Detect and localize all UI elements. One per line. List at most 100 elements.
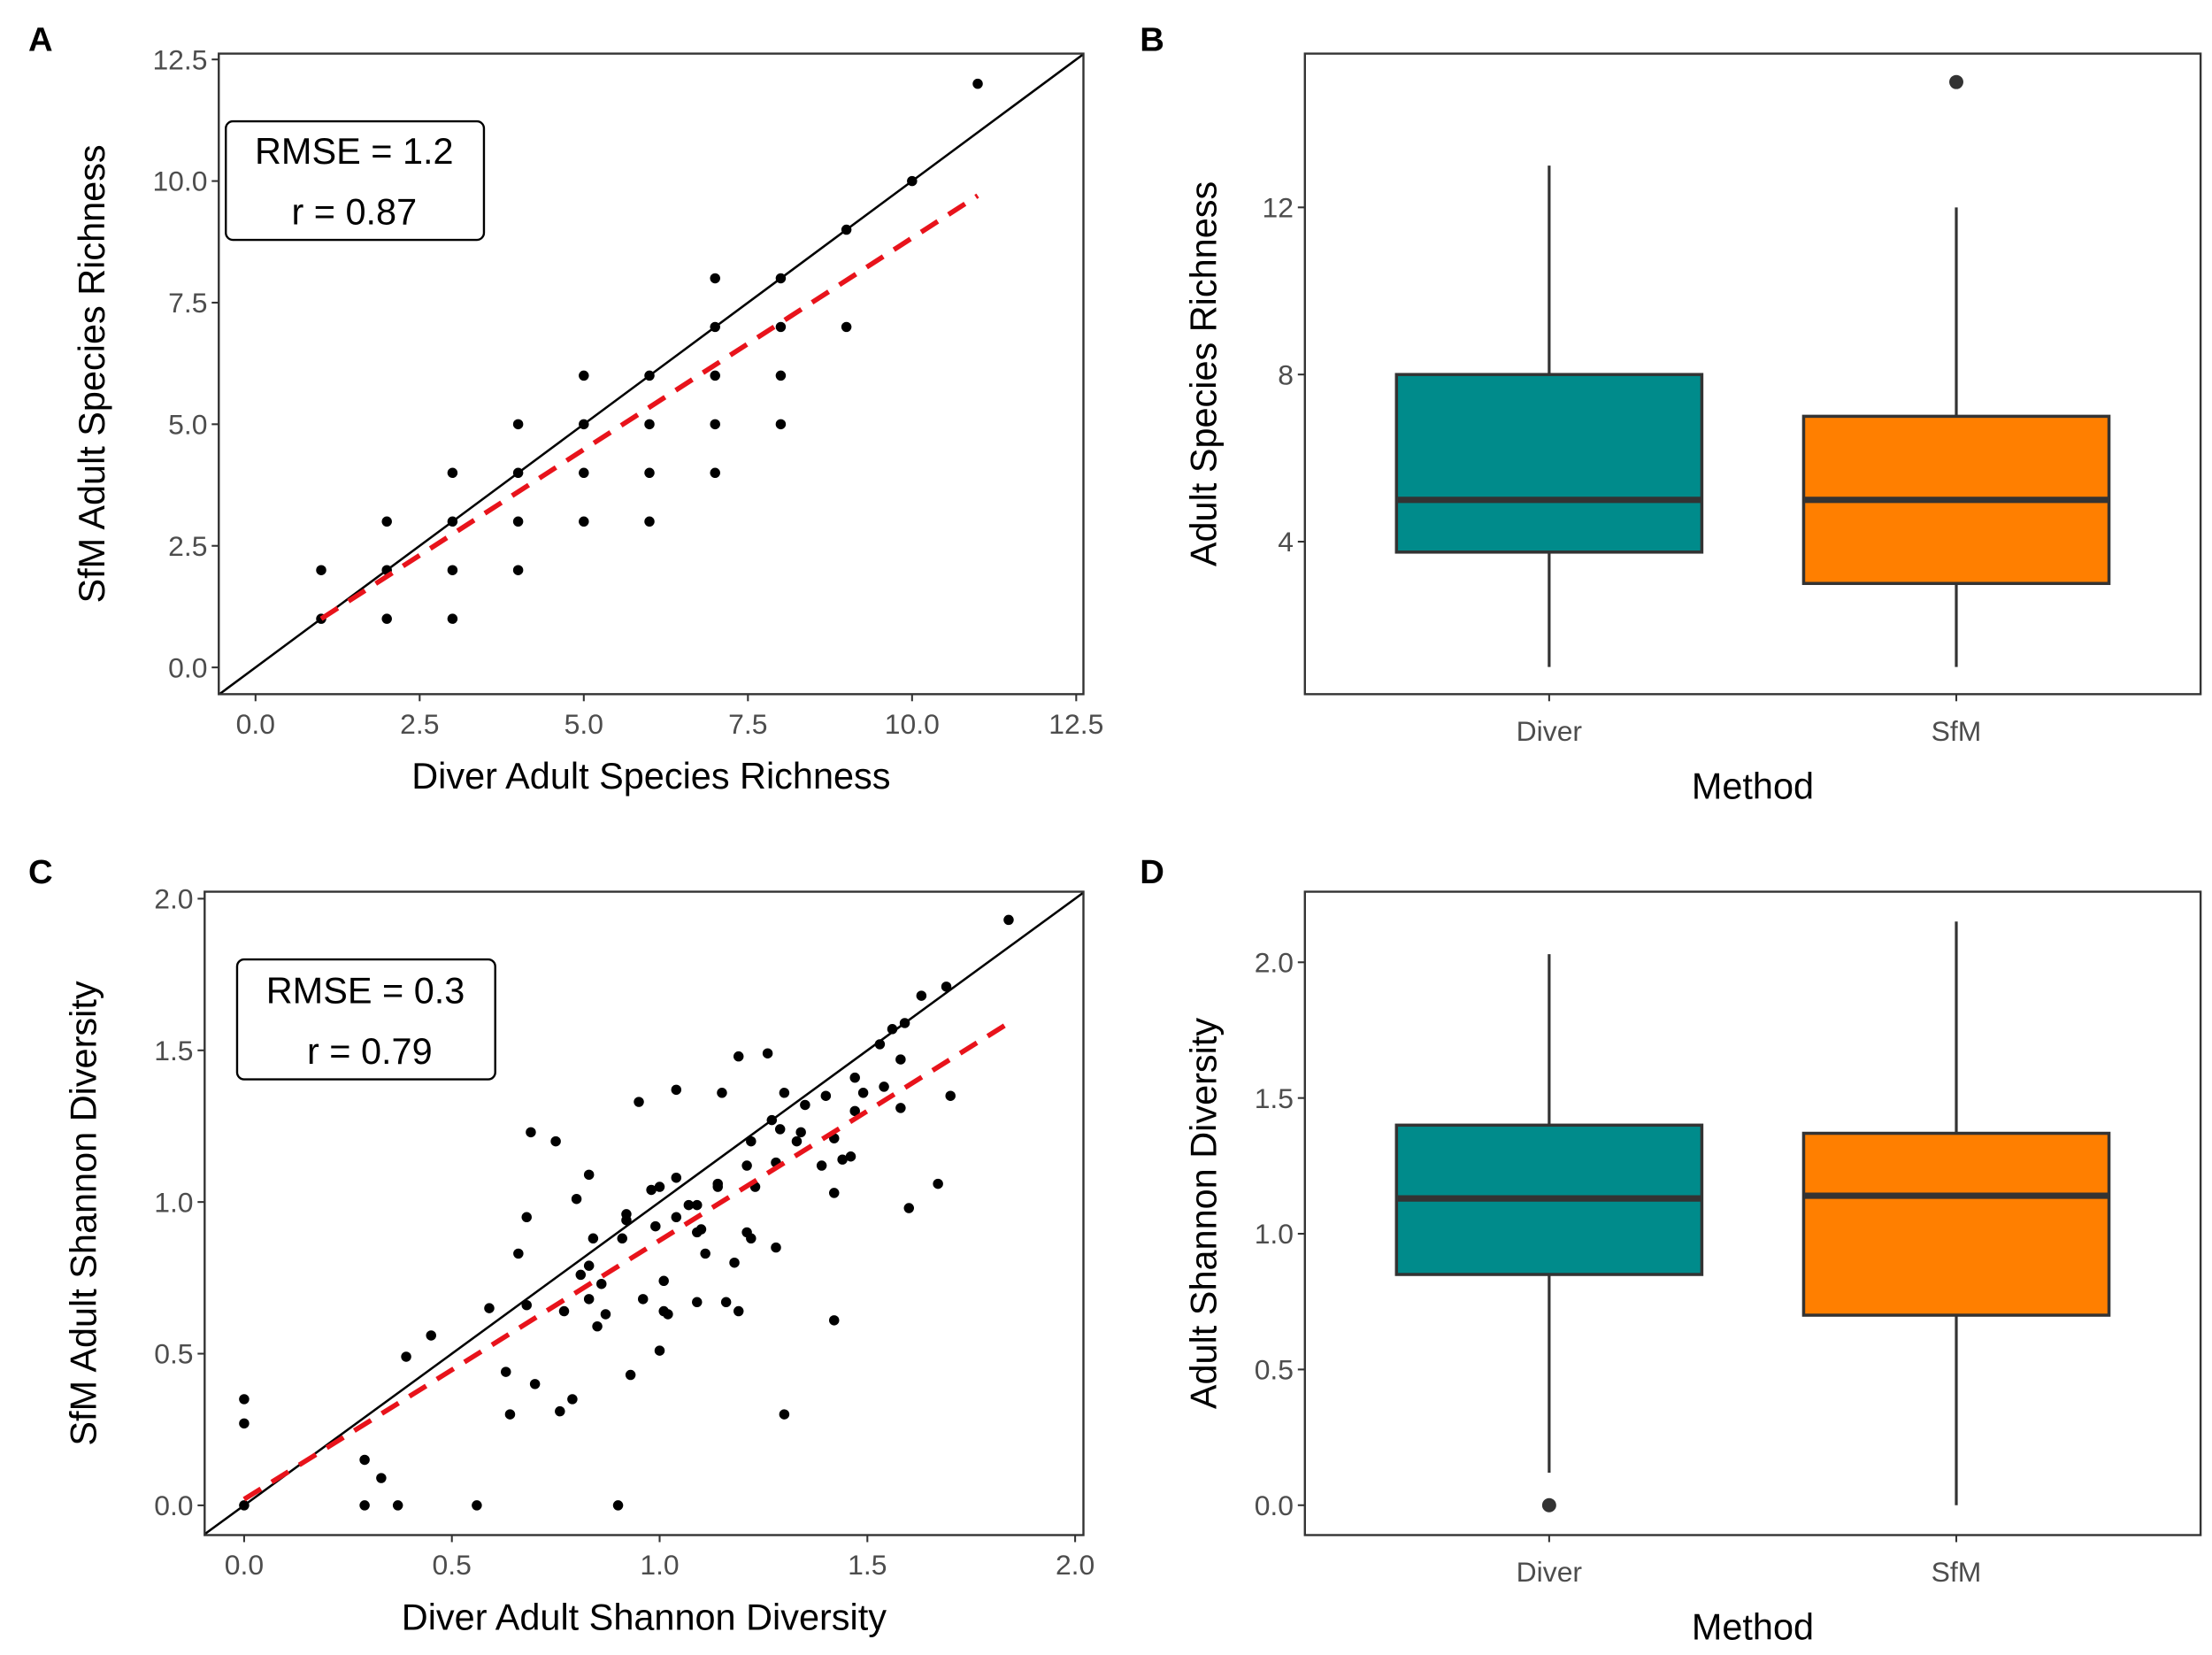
outlier-point	[1541, 1497, 1556, 1513]
panel-label-b: B	[1140, 20, 1164, 58]
panel-a-scatter: 0.0 2.5 5.0 7.5 10.0 12.5 0.0 2.5 5.0 7.5 10.0 12.5…	[71, 43, 1103, 797]
x-tick-label: SfM	[1932, 1556, 1982, 1588]
x-tick-label: 1.5	[848, 1549, 887, 1581]
data-point	[658, 1275, 669, 1287]
plot-border	[204, 890, 1085, 1536]
regression-line	[242, 1020, 1010, 1502]
data-point	[239, 1500, 250, 1511]
plot-area	[204, 891, 1084, 1536]
data-point	[775, 273, 787, 284]
data-point	[879, 1082, 889, 1092]
x-tick-label: 2.0	[1056, 1549, 1094, 1581]
data-point	[617, 1233, 627, 1244]
data-point	[571, 1193, 582, 1205]
x-tick-label: SfM	[1932, 715, 1982, 747]
y-axis-title: Adult Shannon Diversity	[1182, 1018, 1224, 1410]
y-axis-title: SfM Adult Shannon Diversity	[63, 981, 104, 1445]
data-point	[447, 613, 458, 624]
data-point	[729, 1257, 740, 1268]
panel-label-a: A	[28, 20, 53, 58]
data-point	[579, 419, 589, 430]
data-point	[916, 990, 927, 1001]
data-point	[359, 1500, 370, 1511]
y-axis-title: SfM Adult Species Richness	[71, 144, 112, 603]
data-point	[239, 1418, 250, 1429]
data-point	[779, 1409, 790, 1420]
x-tick-label: 2.5	[400, 708, 439, 740]
data-point	[899, 1018, 910, 1028]
y-tick-label: 1.0	[1255, 1218, 1294, 1250]
data-point	[710, 321, 720, 333]
data-point	[775, 370, 787, 381]
x-tick-label: 0.0	[236, 708, 275, 740]
data-point	[447, 516, 458, 527]
data-point	[816, 1160, 827, 1171]
data-point	[376, 1473, 387, 1483]
data-point	[717, 1088, 727, 1098]
data-point	[766, 1114, 778, 1126]
data-point	[529, 1379, 541, 1389]
data-point	[521, 1212, 532, 1223]
data-point	[775, 419, 787, 430]
data-point	[513, 1248, 524, 1259]
stat-box-a: RMSE = 1.2 r = 0.87	[225, 119, 486, 242]
r-label: r = 0.79	[307, 1030, 433, 1072]
y-tick-label: 8	[1278, 358, 1294, 390]
y-tick-label: 1.5	[154, 1035, 193, 1066]
x-tick-label: Diver	[1517, 1556, 1583, 1588]
data-point	[857, 1088, 869, 1098]
data-point	[683, 1199, 695, 1211]
data-point	[654, 1345, 665, 1356]
data-point	[671, 1212, 682, 1223]
data-point	[733, 1305, 744, 1317]
data-point	[841, 321, 852, 333]
panel-b-boxplot: 4 8 12 Diver SfM Method Adult Species Richness	[1182, 52, 2202, 806]
y-axis-title: Adult Species Richness	[1182, 181, 1224, 566]
data-point	[774, 1124, 786, 1135]
data-point	[550, 1135, 561, 1147]
data-point	[945, 1090, 956, 1101]
y-tick-label: 12.5	[152, 43, 207, 75]
y-tick-label: 0.0	[154, 1490, 193, 1521]
data-point	[600, 1309, 611, 1320]
identity-line	[204, 891, 1084, 1536]
data-point	[837, 1154, 848, 1165]
data-point	[650, 1220, 661, 1232]
iqr-box	[1394, 373, 1704, 554]
rmse-label: RMSE = 0.3	[266, 969, 465, 1011]
x-tick-label: 0.5	[433, 1549, 472, 1581]
data-point	[741, 1160, 752, 1171]
r-label: r = 0.87	[291, 190, 417, 232]
data-point	[512, 419, 524, 430]
box-diver	[1394, 954, 1704, 1513]
y-tick-label: 0.0	[1255, 1490, 1294, 1521]
y-tick-label: 2.0	[154, 883, 193, 915]
data-point	[583, 1169, 595, 1181]
data-point	[907, 175, 918, 187]
data-point	[791, 1135, 803, 1147]
data-point	[579, 370, 589, 381]
data-point	[316, 565, 326, 575]
data-point	[775, 321, 787, 333]
data-point	[634, 1097, 644, 1107]
x-tick-label: 12.5	[1048, 708, 1103, 740]
data-point	[695, 1224, 707, 1235]
data-point	[795, 1127, 806, 1138]
data-point	[849, 1072, 860, 1083]
data-point	[504, 1409, 516, 1420]
iqr-box	[1801, 1131, 2111, 1317]
x-tick-label: 7.5	[728, 708, 767, 740]
data-point	[558, 1305, 570, 1317]
data-point	[555, 1405, 565, 1417]
data-point	[845, 1151, 856, 1162]
panel-c-scatter: 0.0 0.5 1.0 1.5 2.0 0.0 0.5 1.0 1.5 2.0 Diver Adul…	[63, 883, 1095, 1638]
data-point	[710, 273, 720, 284]
data-point	[447, 467, 458, 479]
x-axis-title: Diver Adult Species Richness	[411, 755, 890, 797]
panel-label-d: D	[1140, 853, 1164, 891]
y-tick-label: 5.0	[168, 409, 207, 441]
data-point	[895, 1103, 906, 1113]
box-sfm	[1801, 74, 2111, 667]
data-point	[933, 1178, 943, 1189]
